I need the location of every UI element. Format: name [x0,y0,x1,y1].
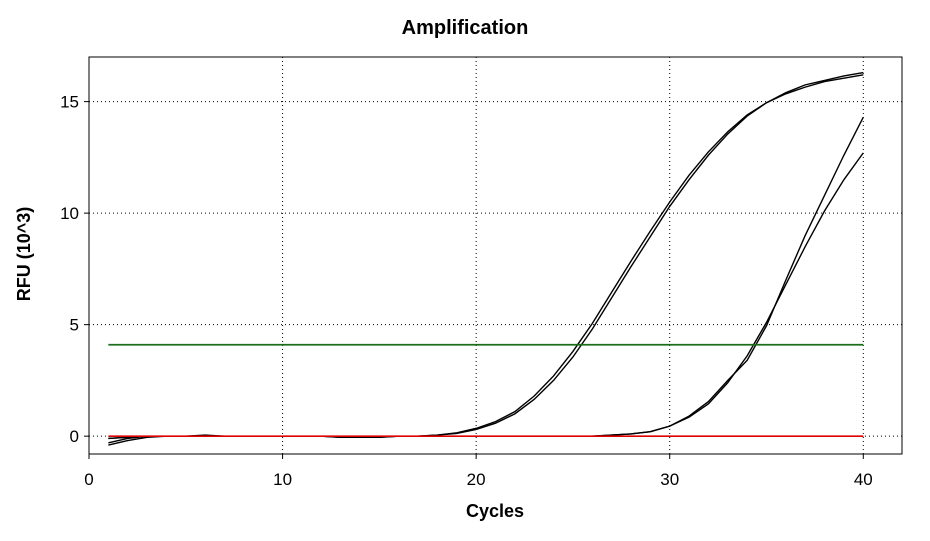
x-axis-label: Cycles [466,501,524,521]
y-tick-label: 10 [60,204,79,223]
grid-lines [89,57,902,454]
x-tick-label: 20 [467,470,486,489]
amplification-curve-3 [108,152,864,440]
chart-title: Amplification [402,17,529,39]
y-axis-label: RFU (10^3) [14,207,34,302]
y-tick-label: 0 [70,427,79,446]
amplification-curve-2 [108,71,864,446]
tick-labels: 0 10 20 30 40 0 5 10 15 [60,93,873,489]
series-layer [108,71,864,446]
x-tick-label: 10 [273,470,292,489]
amplification-curve-1 [108,74,864,444]
x-tick-label: 0 [84,470,93,489]
amplification-curve-4 [108,116,864,440]
y-tick-label: 15 [60,93,79,112]
x-tick-label: 40 [854,470,873,489]
y-tick-label: 5 [70,316,79,335]
x-tick-label: 30 [660,470,679,489]
plot-frame [88,56,903,455]
